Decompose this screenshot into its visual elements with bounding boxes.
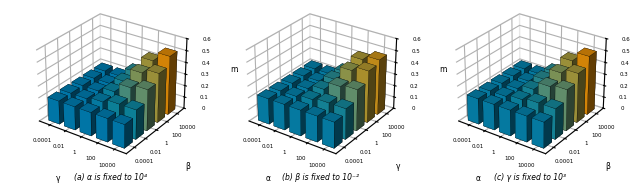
Text: (c) γ is fixed to 10³: (c) γ is fixed to 10³ (493, 173, 566, 182)
X-axis label: α: α (266, 174, 271, 183)
Y-axis label: γ: γ (396, 162, 400, 171)
Y-axis label: β: β (186, 162, 191, 171)
X-axis label: α: α (476, 174, 480, 183)
Text: (b) β is fixed to 10⁻²: (b) β is fixed to 10⁻² (282, 173, 358, 182)
Y-axis label: β: β (605, 162, 610, 171)
X-axis label: γ: γ (56, 174, 61, 183)
Text: (a) α is fixed to 10⁴: (a) α is fixed to 10⁴ (74, 173, 147, 182)
